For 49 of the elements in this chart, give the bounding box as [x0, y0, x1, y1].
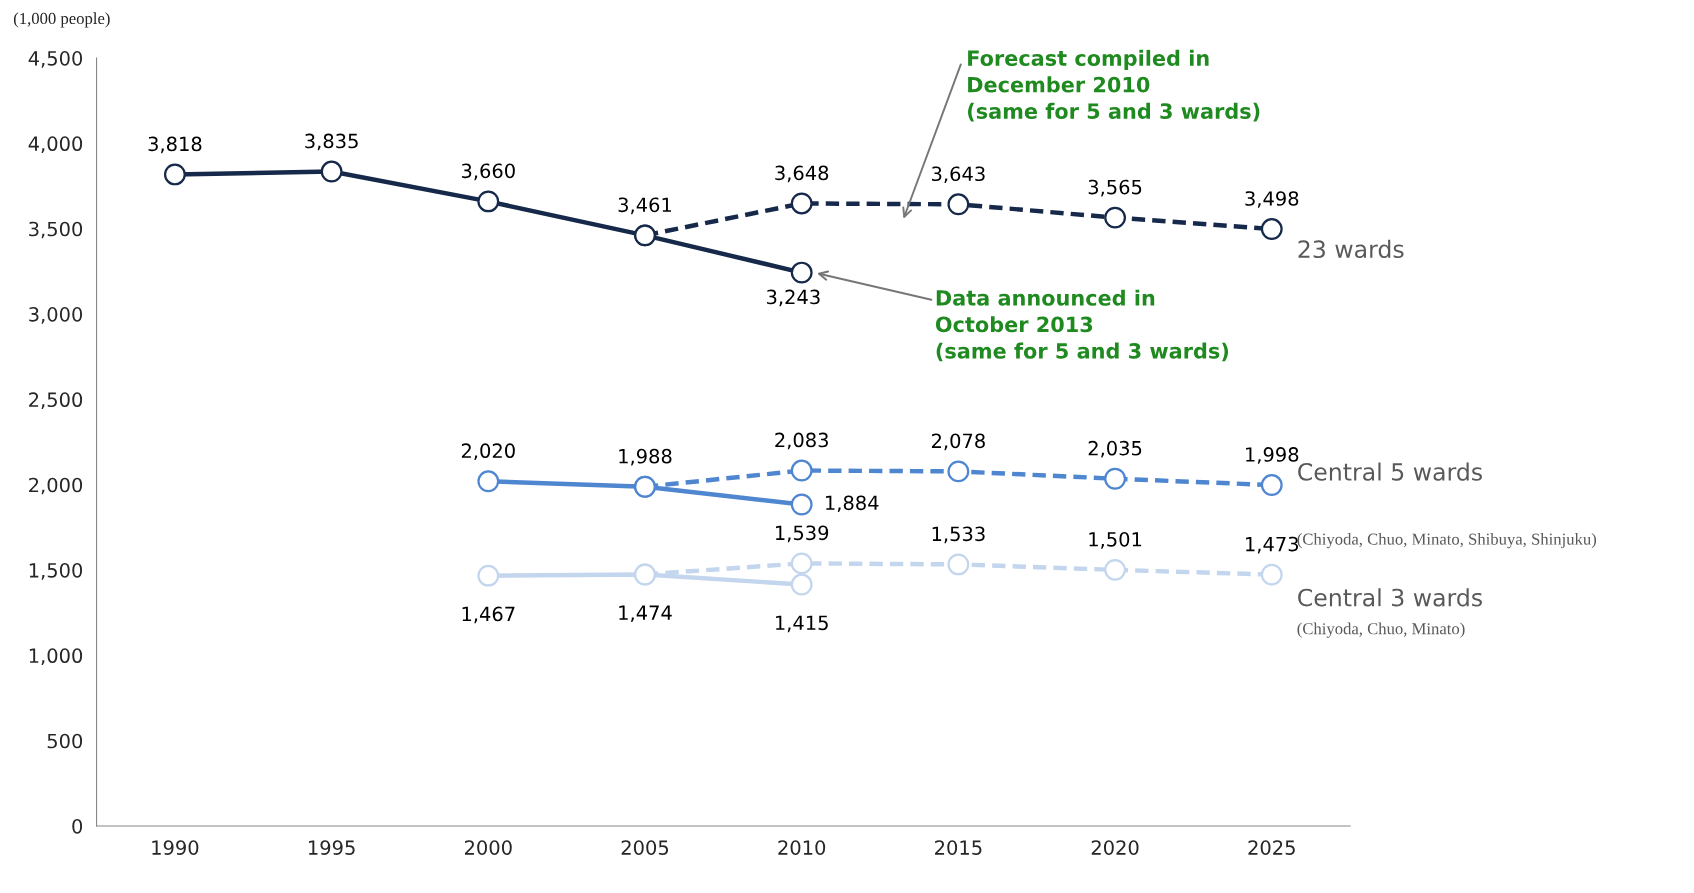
- data-label: 1,998: [1246, 447, 1299, 464]
- y-tick-label: 1,000: [29, 648, 83, 666]
- data-label: 1,501: [1089, 531, 1142, 549]
- data-label: 2,083: [775, 432, 828, 450]
- data-label: 2,078: [931, 433, 985, 451]
- x-tick-label: 2015: [935, 840, 982, 855]
- data-label: 3,243: [767, 289, 820, 307]
- annotation: Data announced in October 2013 (same for 5 and 3 wards): [935, 289, 1229, 362]
- data-label: 3,498: [1245, 191, 1299, 208]
- data-label: 3,461: [618, 197, 672, 215]
- y-tick-label: 4,000: [28, 136, 83, 154]
- data-label: 1,474: [619, 605, 672, 623]
- y-tick-label: 1,500: [29, 562, 83, 580]
- series-label: Central 5 wards: [1298, 462, 1482, 481]
- data-label: 3,643: [932, 166, 985, 184]
- data-label: 1,473: [1246, 536, 1299, 554]
- series-label: 23 wards: [1298, 239, 1404, 259]
- data-label: 1,467: [462, 606, 515, 624]
- annotation: (Chiyoda, Chuo, Minato, Shibuya, Shinjuku): [1297, 533, 1597, 549]
- y-tick-label: 500: [47, 733, 83, 749]
- data-label: 1,988: [619, 448, 672, 466]
- series-label: Central 3 wards: [1298, 588, 1482, 607]
- data-label: 1,884: [826, 495, 879, 513]
- y-tick-label: 4,500: [28, 51, 83, 68]
- x-tick-label: 2000: [464, 840, 512, 855]
- y-tick-label: 2,000: [29, 477, 83, 495]
- data-label: 2,020: [461, 443, 515, 461]
- x-tick-label: 2010: [778, 840, 826, 855]
- x-tick-label: 2025: [1248, 840, 1295, 855]
- data-label: 3,818: [148, 136, 202, 154]
- data-label: 3,565: [1088, 179, 1142, 197]
- x-tick-label: 1990: [152, 840, 199, 855]
- data-label: 2,035: [1088, 440, 1142, 458]
- y-tick-label: 3,000: [29, 306, 83, 324]
- x-tick-label: 2005: [621, 840, 669, 855]
- x-tick-label: 1995: [308, 840, 355, 855]
- data-label: 3,648: [775, 165, 829, 183]
- data-label: 3,660: [461, 163, 515, 181]
- data-label: 1,533: [932, 526, 985, 544]
- x-tick-label: 2020: [1091, 840, 1139, 855]
- annotation: (Chiyoda, Chuo, Minato): [1297, 622, 1465, 638]
- data-label: 1,539: [775, 525, 829, 543]
- annotation: Forecast compiled in December 2010 (same for 5 and 3 wards): [968, 49, 1260, 122]
- y-tick-label: 3,500: [29, 221, 83, 239]
- y-axis-title: (1,000 people): [13, 12, 110, 28]
- data-label: 1,415: [775, 615, 828, 633]
- y-tick-label: 2,500: [29, 392, 83, 410]
- y-tick-label: 0: [72, 818, 83, 834]
- data-label: 3,835: [305, 133, 358, 151]
